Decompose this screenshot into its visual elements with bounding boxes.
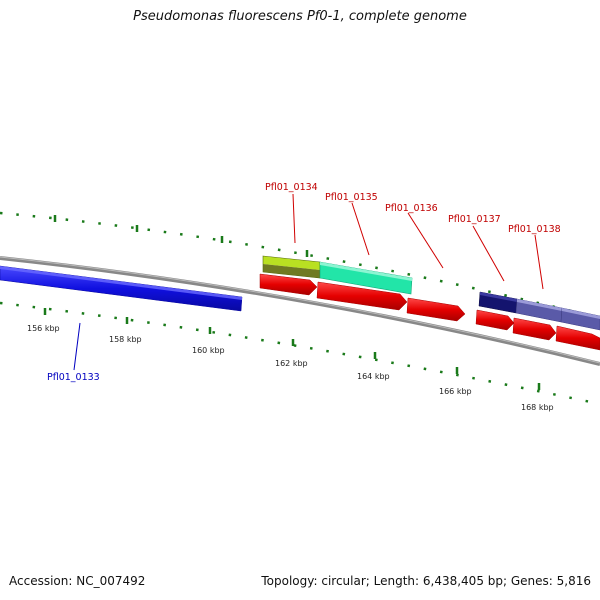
- genome-summary-text: Topology: circular; Length: 6,438,405 bp…: [261, 574, 591, 588]
- gene-Pfl01_0135-arrow[interactable]: [316, 281, 408, 311]
- map-title: Pseudomonas fluorescens Pf0-1, complete …: [133, 9, 467, 24]
- tick-label: 168 kbp: [521, 403, 554, 412]
- genome-backbone: [0, 256, 600, 366]
- gene-label-Pfl01_0138[interactable]: Pfl01_0138: [508, 224, 561, 235]
- accession-text: Accession: NC_007492: [9, 574, 146, 588]
- tick-label: 160 kbp: [192, 346, 225, 355]
- tick-label: 162 kbp: [275, 359, 308, 368]
- gene-label-Pfl01_0133[interactable]: Pfl01_0133: [47, 372, 100, 383]
- gene-Pfl01_0133[interactable]: [0, 265, 243, 312]
- outer-tick-track: [0, 211, 600, 320]
- gene-Pfl01_0134-arrow[interactable]: [259, 273, 318, 296]
- forward-cds-track: [259, 273, 600, 351]
- gene-Pfl01_0137[interactable]: [478, 291, 518, 314]
- gene-label-Pfl01_0134[interactable]: Pfl01_0134: [265, 182, 318, 193]
- gene-labels: Pfl01_0134 Pfl01_0135 Pfl01_0136 Pfl01_0…: [47, 182, 561, 383]
- gene-Pfl01_0135[interactable]: [319, 261, 413, 295]
- gene-Pfl01_0134[interactable]: [262, 255, 321, 279]
- inner-tick-track: [0, 301, 600, 406]
- gene-next[interactable]: [560, 307, 600, 331]
- label-leaders: [73, 193, 544, 371]
- gene-Pfl01_0136[interactable]: [406, 297, 466, 322]
- gene-label-Pfl01_0135[interactable]: Pfl01_0135: [325, 192, 378, 203]
- gene-label-Pfl01_0136[interactable]: Pfl01_0136: [385, 203, 438, 214]
- gene-Pfl01_0138-arrow[interactable]: [512, 317, 557, 341]
- tick-label: 158 kbp: [109, 335, 142, 344]
- tick-label: 166 kbp: [439, 387, 472, 396]
- tick-label: 164 kbp: [357, 372, 390, 381]
- gene-label-Pfl01_0137[interactable]: Pfl01_0137: [448, 214, 501, 225]
- gene-Pfl01_0137-arrow[interactable]: [475, 309, 515, 331]
- tick-label: 156 kbp: [27, 324, 60, 333]
- kbp-labels: 156 kbp 158 kbp 160 kbp 162 kbp 164 kbp …: [27, 324, 554, 412]
- cds-arrow[interactable]: [555, 325, 600, 351]
